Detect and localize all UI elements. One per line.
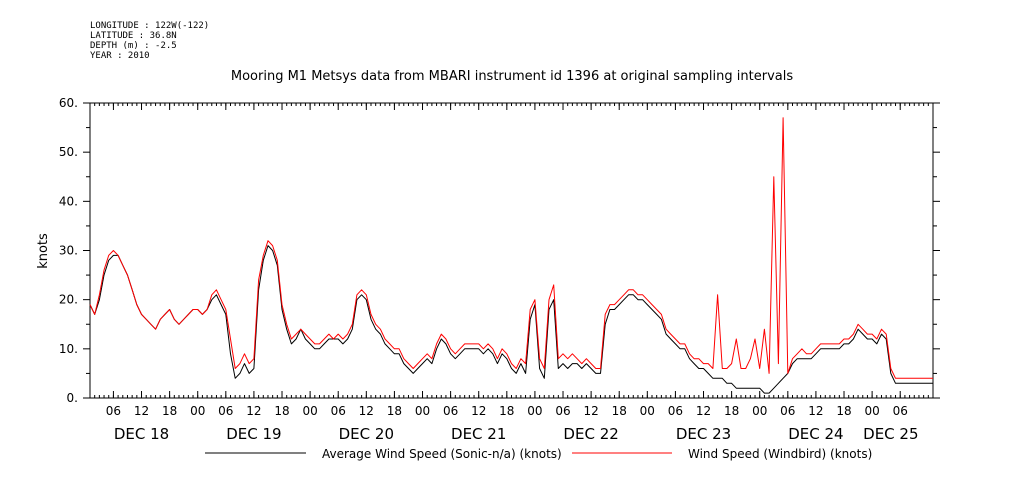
x-tick-label: 00: [415, 404, 430, 418]
x-day-label: DEC 19: [226, 425, 281, 443]
y-tick-label: 10.: [59, 342, 78, 356]
x-tick-label: 00: [640, 404, 655, 418]
x-tick-label: 00: [302, 404, 317, 418]
y-tick-label: 0.: [67, 391, 78, 405]
x-tick-label: 12: [359, 404, 374, 418]
y-axis-label: knots: [36, 233, 51, 269]
series-layer: [89, 117, 933, 394]
series-line-windbird-wind-speed: [89, 117, 933, 379]
x-day-label: DEC 24: [788, 425, 843, 443]
x-tick-label: 12: [246, 404, 261, 418]
x-tick-label: 06: [331, 404, 346, 418]
legend: Average Wind Speed (Sonic-n/a) (knots) W…: [205, 447, 872, 461]
x-tick-label: 00: [864, 404, 879, 418]
x-tick-label: 06: [443, 404, 458, 418]
x-day-label: DEC 23: [676, 425, 731, 443]
legend-label-red: Wind Speed (Windbird) (knots): [688, 447, 872, 461]
x-tick-label: 00: [752, 404, 767, 418]
y-tick-label: 60.: [59, 96, 78, 110]
x-tick-label: 18: [612, 404, 627, 418]
x-tick-label: 00: [527, 404, 542, 418]
longitude-label: LONGITUDE : 122W(-122): [90, 21, 210, 31]
x-day-label: DEC 22: [563, 425, 618, 443]
x-day-label: DEC 25: [863, 425, 918, 443]
x-day-label: DEC 20: [339, 425, 394, 443]
y-tick-label: 40.: [59, 194, 78, 208]
x-tick-label: 12: [583, 404, 598, 418]
x-tick-label: 18: [274, 404, 289, 418]
y-tick-label: 20.: [59, 293, 78, 307]
legend-label-black: Average Wind Speed (Sonic-n/a) (knots): [322, 447, 562, 461]
x-tick-label: 18: [836, 404, 851, 418]
x-tick-label: 18: [499, 404, 514, 418]
x-day-label: DEC 21: [451, 425, 506, 443]
axes: 06 12 18 00 06 12 18 00 06 12 18 00 06 12 18 00 06 12 18 00…: [59, 96, 940, 443]
x-tick-label: 06: [218, 404, 233, 418]
x-day-label: DEC 18: [114, 425, 169, 443]
x-tick-label: 12: [808, 404, 823, 418]
x-tick-label: 06: [893, 404, 908, 418]
x-tick-label: 06: [106, 404, 121, 418]
year-label: YEAR : 2010: [90, 51, 150, 61]
x-tick-label: 12: [696, 404, 711, 418]
x-tick-label: 18: [724, 404, 739, 418]
x-tick-label: 12: [134, 404, 149, 418]
y-tick-label: 30.: [59, 244, 78, 258]
x-tick-label: 06: [780, 404, 795, 418]
x-tick-label: 06: [668, 404, 683, 418]
station-metadata: LONGITUDE : 122W(-122) LATITUDE : 36.8N …: [90, 21, 209, 61]
depth-label: DEPTH (m) : -2.5: [90, 41, 177, 51]
series-line-average-wind-speed: [89, 245, 933, 394]
x-tick-label: 12: [471, 404, 486, 418]
y-tick-label: 50.: [59, 145, 78, 159]
x-tick-label: 18: [387, 404, 402, 418]
chart-title: Mooring M1 Metsys data from MBARI instru…: [231, 69, 793, 84]
x-tick-label: 06: [555, 404, 570, 418]
latitude-label: LATITUDE : 36.8N: [90, 31, 177, 41]
x-tick-label: 18: [162, 404, 177, 418]
x-tick-label: 00: [190, 404, 205, 418]
